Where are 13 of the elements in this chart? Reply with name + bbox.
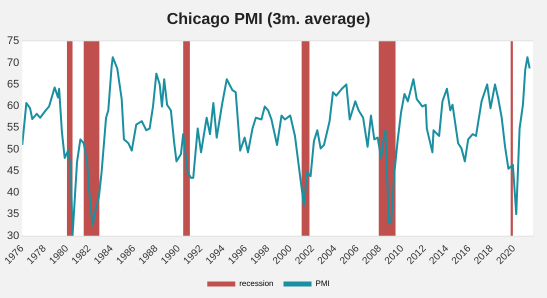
y-tick-label: 70 [6,56,20,69]
y-tick-label: 35 [6,208,20,220]
y-tick-label: 60 [6,100,20,112]
y-tick-label: 55 [6,122,20,134]
y-tick-label: 50 [6,143,20,156]
y-tick-label: 65 [6,78,20,90]
y-tick-label: 45 [6,164,20,177]
legend-label: recession [239,279,274,288]
legend-label: PMI [316,279,330,288]
y-tick-label: 40 [6,186,20,199]
y-tick-label: 30 [6,230,20,242]
y-tick-label: 75 [6,35,20,48]
chart-title: Chicago PMI (3m. average) [166,11,370,28]
